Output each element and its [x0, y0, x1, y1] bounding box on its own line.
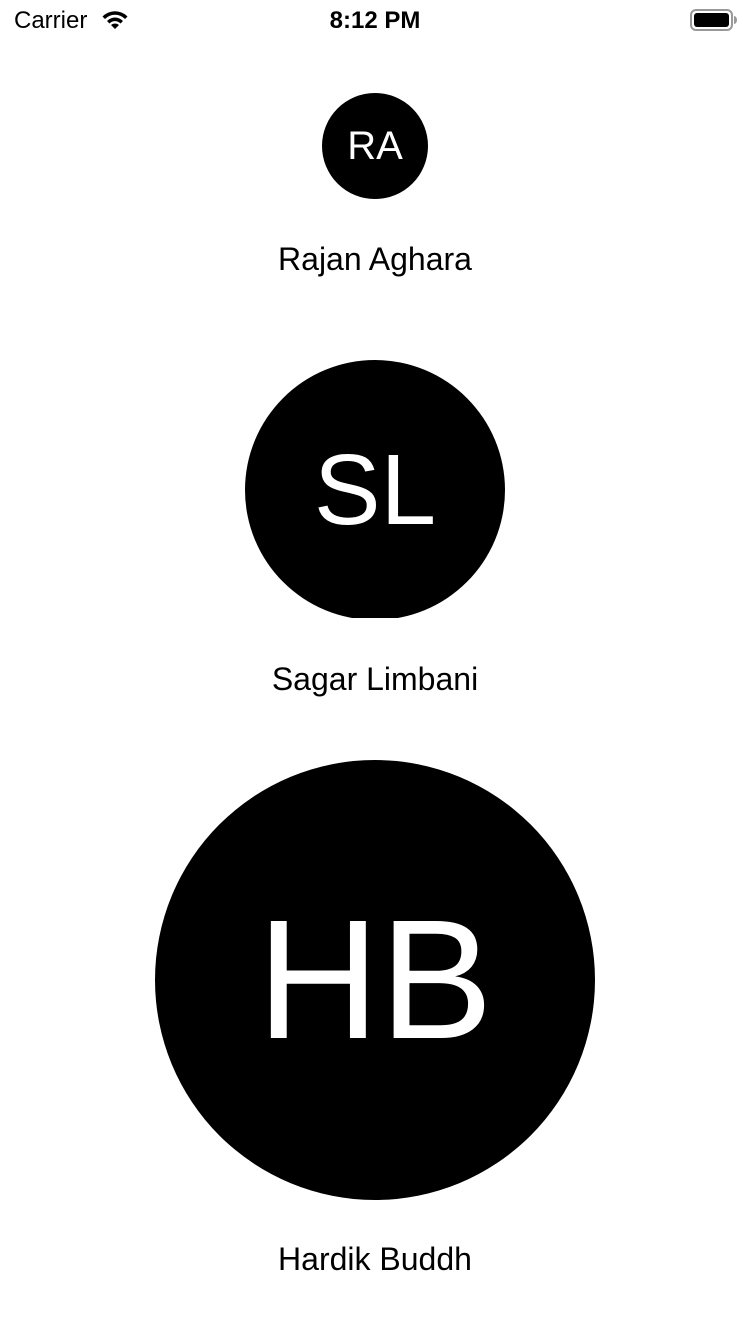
- contact-name: Rajan Aghara: [278, 241, 472, 277]
- wifi-icon: [100, 9, 130, 31]
- avatar: RA: [322, 93, 428, 199]
- contact-name: Hardik Buddh: [278, 1241, 472, 1277]
- avatar-clip: SL: [245, 360, 505, 618]
- avatar: HB: [155, 760, 595, 1200]
- status-time: 8:12 PM: [329, 7, 421, 34]
- avatar-initials: SL: [313, 433, 437, 546]
- battery-icon: [690, 9, 738, 31]
- status-bar: Carrier 8:12 PM: [0, 0, 750, 40]
- contact-name: Sagar Limbani: [271, 661, 479, 697]
- avatar-initials: HB: [256, 885, 494, 1075]
- avatar-initials: RA: [347, 123, 403, 168]
- avatar: SL: [245, 360, 505, 618]
- carrier-label: Carrier: [14, 7, 88, 34]
